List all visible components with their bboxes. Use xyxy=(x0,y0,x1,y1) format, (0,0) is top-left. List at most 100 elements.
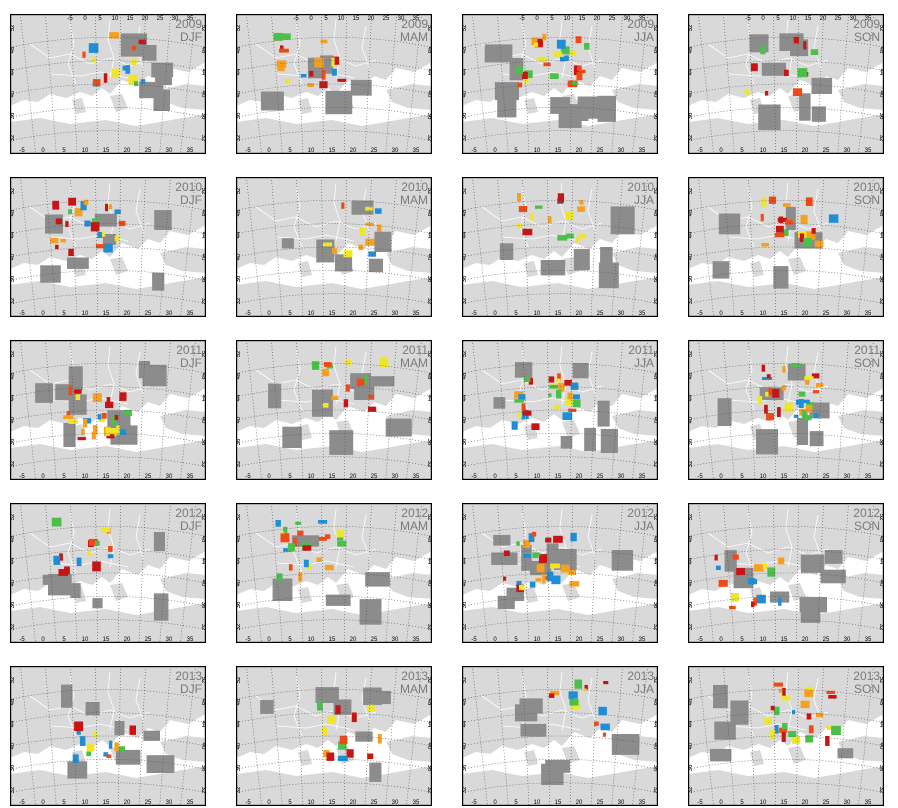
coverage-cell xyxy=(67,761,88,779)
graticule-lat xyxy=(462,549,658,560)
lat-tick-right: 52 xyxy=(200,351,206,358)
lat-tick-left: 52 xyxy=(236,513,242,520)
map-svg: -5 0 5 10 15 20 25 30 35 -5 0 5 10 15 20 25 30 35 32 32 36 36… xyxy=(462,14,658,154)
lon-tick: 5 xyxy=(62,148,66,154)
coverage-cell xyxy=(714,721,736,740)
lat-tick-left: 36 xyxy=(10,601,16,608)
lat-tick-left: 52 xyxy=(688,24,694,31)
lon-tick: 25 xyxy=(145,311,152,317)
value-cell xyxy=(503,576,507,581)
value-cell xyxy=(765,391,769,397)
lat-tick-right: 32 xyxy=(426,461,432,468)
lon-tick: 20 xyxy=(802,148,809,154)
lat-tick-right: 36 xyxy=(426,439,432,446)
graticule-lon xyxy=(632,340,648,480)
value-cell xyxy=(53,555,61,565)
value-cell xyxy=(331,56,340,65)
lon-tick: 10 xyxy=(534,474,541,480)
year-label: 2010 xyxy=(401,180,428,194)
lat-tick-left: 40 xyxy=(10,579,16,586)
lon-tick: 0 xyxy=(267,800,271,806)
lon-tick: 35 xyxy=(187,637,194,643)
map-frame xyxy=(10,14,206,154)
lon-tick: 5 xyxy=(514,800,518,806)
lon-tick-top: 25 xyxy=(383,16,390,22)
value-cell xyxy=(52,200,60,210)
lat-tick-left: 36 xyxy=(688,438,694,445)
value-cell xyxy=(517,82,523,88)
lon-tick: 25 xyxy=(597,637,604,643)
graticule-lon xyxy=(20,177,36,317)
lon-tick: 10 xyxy=(760,148,767,154)
graticule-lon xyxy=(271,14,283,154)
value-cell xyxy=(808,725,814,734)
lon-tick: 20 xyxy=(350,800,357,806)
value-cell xyxy=(761,364,766,372)
lon-tick: 0 xyxy=(493,637,497,643)
lat-tick-right: 40 xyxy=(426,417,432,424)
lon-tick: 20 xyxy=(350,474,357,480)
year-label: 2012 xyxy=(627,506,654,520)
value-cell xyxy=(548,393,552,398)
value-cell xyxy=(518,394,526,400)
season-label: DJF xyxy=(180,30,202,44)
land-mass xyxy=(462,766,658,806)
value-cell xyxy=(548,376,555,383)
land-mass xyxy=(386,573,432,599)
lat-tick-left: 48 xyxy=(462,698,468,705)
graticule-lon xyxy=(246,503,262,643)
value-cell xyxy=(327,716,336,724)
graticule-lon xyxy=(723,503,735,643)
value-cell xyxy=(826,690,835,694)
land-mass xyxy=(688,440,884,480)
lat-tick-left: 44 xyxy=(688,68,694,75)
value-cell xyxy=(51,517,62,527)
value-cell xyxy=(532,552,541,556)
value-cell xyxy=(762,377,772,380)
coverage-cell xyxy=(493,397,506,409)
value-cell xyxy=(548,216,552,223)
lon-tick: 20 xyxy=(802,474,809,480)
value-cell xyxy=(568,408,577,412)
country-border xyxy=(559,345,567,405)
lat-tick-left: 36 xyxy=(236,438,242,445)
graticule-lon xyxy=(406,177,422,317)
graticule-lon xyxy=(20,666,36,806)
coverage-cell xyxy=(272,578,293,601)
lon-tick: 30 xyxy=(166,800,173,806)
lat-tick-right: 44 xyxy=(878,232,884,239)
season-label: JJA xyxy=(634,30,654,44)
value-cell xyxy=(569,581,580,587)
graticule-lat xyxy=(688,37,884,48)
lon-tick: 30 xyxy=(166,637,173,643)
lon-tick: 15 xyxy=(103,311,110,317)
lat-tick-right: 48 xyxy=(878,210,884,217)
country-border xyxy=(293,675,303,737)
value-cell xyxy=(60,238,66,243)
lat-tick-left: 36 xyxy=(688,275,694,282)
value-cell xyxy=(780,229,789,237)
lon-tick: 10 xyxy=(82,311,89,317)
lat-tick-left: 48 xyxy=(462,209,468,216)
lon-tick: 20 xyxy=(576,311,583,317)
coverage-cell xyxy=(370,376,395,387)
graticule-lat xyxy=(236,83,432,95)
lon-tick-top: 15 xyxy=(805,16,812,22)
season-label: MAM xyxy=(400,682,428,696)
lon-tick-top: 15 xyxy=(579,16,586,22)
year-label: 2010 xyxy=(627,180,654,194)
value-cell xyxy=(557,193,564,203)
map-frame xyxy=(688,340,884,480)
lat-tick-left: 40 xyxy=(236,90,242,97)
season-label: SON xyxy=(854,356,880,370)
value-cell xyxy=(88,538,98,546)
lat-tick-right: 32 xyxy=(878,624,884,631)
coverage-cell xyxy=(769,591,790,603)
land-mass xyxy=(524,261,538,277)
graticule-lon xyxy=(180,666,196,806)
lat-tick-right: 44 xyxy=(652,395,658,402)
lon-tick: 15 xyxy=(781,637,788,643)
map-svg: -5 0 5 10 15 20 25 30 35 32 32 36 36 40 40 44 44 48 48 52 52… xyxy=(236,666,432,806)
value-cell xyxy=(768,196,777,204)
graticule-lon xyxy=(837,340,849,480)
